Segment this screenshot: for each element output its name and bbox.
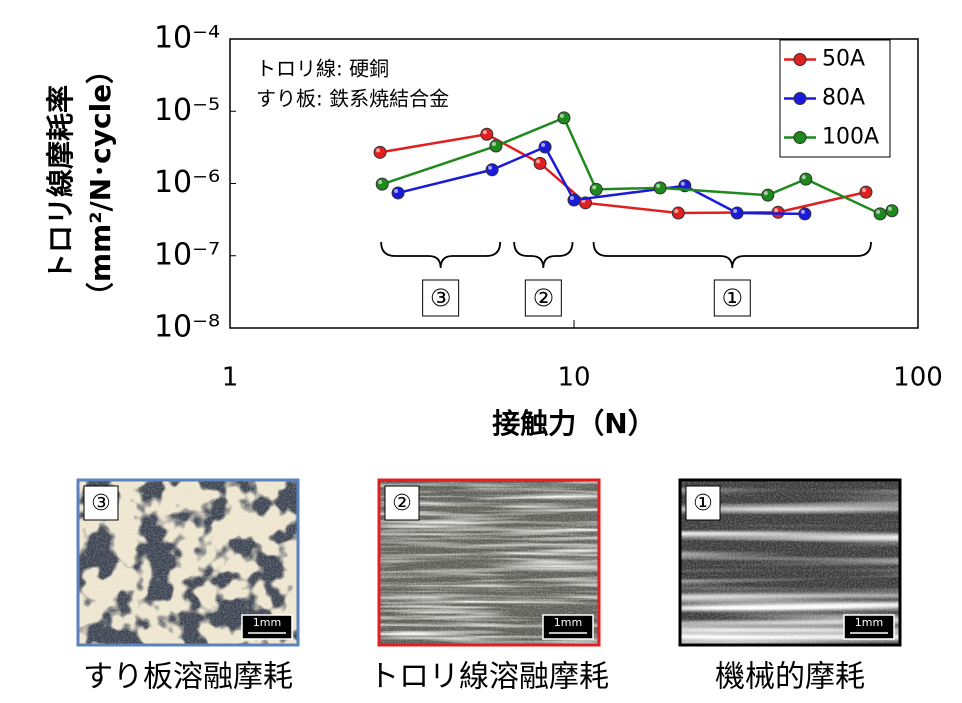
series-marker [859,185,873,199]
series-marker [761,188,775,202]
region-label: ② [533,284,555,312]
series-marker [730,206,744,220]
scale-bar-label: 1mm [855,616,883,629]
legend-marker [793,53,807,66]
scale-bar-label: 1mm [253,616,281,629]
region-label-box [422,279,460,317]
photo-label: ① [693,491,713,516]
series-marker [671,206,685,220]
y-tick-label: 10⁻⁷ [154,237,220,272]
photo-label: ② [392,491,412,516]
series-marker [489,139,503,153]
photo-border [76,478,300,647]
series-marker [480,127,494,141]
x-axis-label: 接触力（N） [492,407,655,440]
series-marker [373,145,387,159]
photo-label-box [384,485,420,521]
scale-bar-label: 1mm [554,616,582,629]
scale-bar-box [241,614,293,640]
series-marker [873,207,887,221]
photo-caption: すり板溶融摩耗 [83,660,293,695]
series-marker [798,207,812,221]
region-label: ① [722,284,744,312]
x-tick-label: 1 [222,363,239,393]
note: すり板: 鉄系焼結合金 [256,87,449,111]
y-tick-label: 10⁻⁵ [154,93,220,128]
y-axis-label: （mm²/N･cycle） [84,56,117,310]
series-marker [375,177,389,191]
series-marker [885,204,899,218]
y-tick-label: 10⁻⁴ [154,21,220,56]
region-label-box [524,279,562,317]
photo-border [678,478,902,647]
region-label: ③ [430,284,452,312]
photo-label: ③ [91,491,111,516]
series-marker [653,181,667,195]
series-marker [799,172,813,186]
region-bracket [380,241,502,269]
series-marker [538,140,552,154]
y-tick-label: 10⁻⁸ [154,310,220,345]
series-marker [589,182,603,196]
scale-bar-box [843,614,895,640]
y-axis-label: トロリ線摩耗率 [44,85,77,281]
x-tick-label: 100 [893,363,943,393]
legend-marker [793,92,807,105]
y-tick-label: 10⁻⁶ [154,165,220,200]
series-marker [557,111,571,125]
series-marker [567,193,581,207]
note: トロリ線: 硬銅 [256,57,389,81]
legend-label: 50A [822,47,865,72]
region-bracket [513,241,574,269]
photo-border [377,478,601,647]
scale-bar-box [542,614,594,640]
series-marker [533,156,547,170]
photo-label-box [83,485,119,521]
series-marker [485,163,499,177]
region-label-box [713,279,751,317]
legend-label: 80A [822,86,865,111]
legend-label: 100A [822,125,879,150]
series-marker [391,186,405,200]
x-tick-label: 10 [557,363,590,393]
region-bracket [592,241,872,269]
photo-caption: 機械的摩耗 [715,660,865,695]
legend-marker [793,131,807,144]
photo-panels: ③ 1mm すり板溶融摩耗 ② 1mm トロリ線溶融摩耗 ① 1mm 機械的摩耗 [76,478,902,695]
photo-label-box [685,485,721,521]
photo-caption: トロリ線溶融摩耗 [369,660,609,695]
chart: 10⁻⁸ 10⁻⁷ 10⁻⁶ 10⁻⁵ 10⁻⁴ 1 10 100 接触力（N） トロリ線摩耗率（… [44,21,943,441]
